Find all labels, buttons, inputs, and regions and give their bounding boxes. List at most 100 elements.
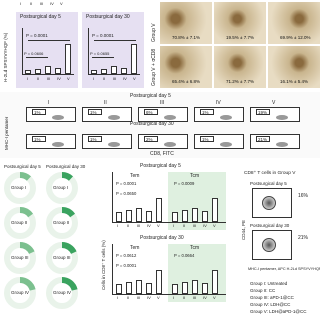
group-label: IV xyxy=(216,100,221,106)
x-tick-label: IV xyxy=(123,76,127,81)
p-value: P = 0.0612 xyxy=(116,253,137,258)
axis xyxy=(22,74,74,75)
x-tick-label: II xyxy=(103,76,106,81)
population xyxy=(262,196,276,210)
p-value: P = 0.0655 xyxy=(90,51,110,56)
percent-label: 1% xyxy=(34,110,41,115)
x-tick-label: IV xyxy=(50,1,54,6)
bar xyxy=(55,68,61,74)
bar xyxy=(121,68,127,74)
donut-segment xyxy=(46,172,78,204)
donut-area xyxy=(0,170,100,320)
micrograph xyxy=(160,2,212,44)
bar xyxy=(192,280,198,294)
row-title: Postsurgical day 5 xyxy=(250,181,287,186)
percent-label: 1% xyxy=(202,137,209,142)
x-tick-label: IV xyxy=(57,76,61,81)
donut-segment xyxy=(46,277,78,309)
bar xyxy=(202,283,208,294)
x-tick-label: II xyxy=(127,295,130,300)
chart-title: Postsurgical day 5 xyxy=(140,163,181,169)
percent-label: 69.9% ± 12.0% xyxy=(280,35,311,40)
population xyxy=(108,115,120,120)
group-label: II xyxy=(104,100,107,106)
group-label: I xyxy=(48,100,50,106)
bar xyxy=(45,66,51,74)
percent-label: 16% xyxy=(298,193,309,199)
donut-segment xyxy=(46,242,78,274)
donut-segment xyxy=(4,242,36,274)
row-title: Postsurgical day 5 xyxy=(130,93,171,99)
x-tick-label: III xyxy=(193,223,197,228)
row-label: Group V xyxy=(151,23,157,42)
population xyxy=(52,115,64,120)
bar xyxy=(101,69,107,74)
bar xyxy=(212,270,218,294)
percent-label: 1% xyxy=(90,137,97,142)
panel-letter: Postsurgical day 5 xyxy=(4,164,41,169)
x-tick-label: II xyxy=(127,223,130,228)
p-value: P = 0.0001 xyxy=(92,33,114,38)
x-tick-label: I xyxy=(117,295,119,300)
bar xyxy=(136,280,142,294)
bar xyxy=(111,66,117,74)
x-tick-label: III xyxy=(137,223,141,228)
y-axis-label: H-2Ld SPSYVYHQF (%) xyxy=(3,32,8,82)
axis xyxy=(22,28,23,74)
legend-entry: Group I: Untreated xyxy=(250,281,288,286)
x-tick-label: I xyxy=(27,76,29,81)
panel-letter: Postsurgical day 30 xyxy=(46,164,86,169)
percent-label: 65.4% ± 6.8% xyxy=(172,79,200,84)
bar xyxy=(116,212,122,222)
percent-label: 70.8% ± 7.1% xyxy=(172,35,200,40)
percent-label: 6% xyxy=(146,110,153,115)
gate xyxy=(88,136,102,142)
population xyxy=(276,142,288,147)
x-tick-label: I xyxy=(20,1,22,6)
percent-label: 1% xyxy=(34,137,41,142)
bar xyxy=(126,282,132,294)
bar xyxy=(35,69,41,74)
x-tick-label: III xyxy=(193,295,197,300)
x-tick-label: II xyxy=(30,1,33,6)
micrograph xyxy=(214,2,266,44)
y-axis-label: Cells in CD8⁺ T cells (%) xyxy=(101,240,106,290)
group-label: III xyxy=(160,100,165,106)
row-title: Postsurgical day 30 xyxy=(130,121,174,127)
gate xyxy=(144,109,158,115)
bar xyxy=(182,210,188,222)
x-tick-label: V xyxy=(67,76,70,81)
bar xyxy=(172,212,178,222)
x-tick-label: IV xyxy=(203,223,207,228)
bar xyxy=(156,198,162,222)
donut-segment xyxy=(4,172,36,204)
population xyxy=(220,115,232,120)
p-value: P = 0.0650 xyxy=(116,191,137,196)
x-axis-label: MHC-I pentamer, APC H-2Ld SPSYVYHQF xyxy=(248,267,320,271)
x-tick-label: V xyxy=(157,223,160,228)
gate xyxy=(256,136,270,142)
percent-label: 16.1% ± 5.4% xyxy=(280,79,308,84)
percent-label: 71.2% ± 7.7% xyxy=(226,79,254,84)
x-tick-label: V xyxy=(213,295,216,300)
legend-entry: Group III: aPD-1@CC xyxy=(250,295,294,300)
donut-label: Group III xyxy=(11,255,29,260)
percent-label: 1% xyxy=(202,110,209,115)
donut-label: Group III xyxy=(53,255,71,260)
donut-segment xyxy=(4,207,36,239)
donut-label: Group I xyxy=(53,185,69,190)
gate xyxy=(200,109,214,115)
x-tick-label: V xyxy=(213,223,216,228)
x-tick-label: III xyxy=(47,76,51,81)
p-value: P = 0.0664 xyxy=(174,253,195,258)
donut-grid xyxy=(4,172,78,309)
gate xyxy=(88,109,102,115)
subset-label: Tcm xyxy=(190,245,200,251)
percent-label: 21% xyxy=(258,137,268,142)
legend-entry: Group IV: LDH@CC xyxy=(250,302,291,307)
population xyxy=(262,238,276,252)
micrograph xyxy=(268,46,320,88)
micrograph xyxy=(268,2,320,44)
x-tick-label: IV xyxy=(147,223,151,228)
